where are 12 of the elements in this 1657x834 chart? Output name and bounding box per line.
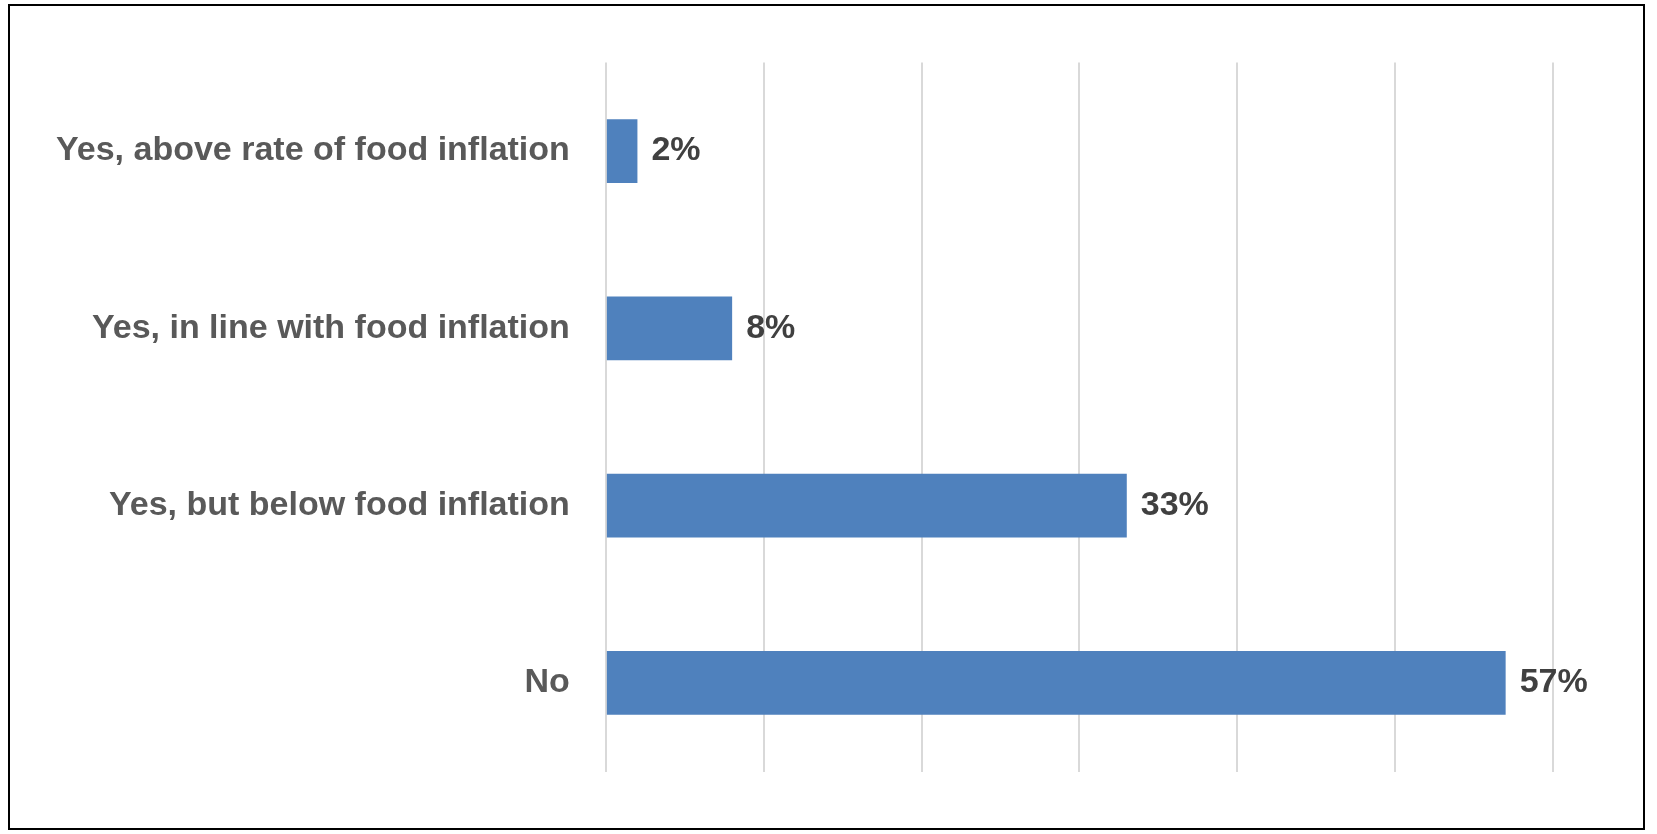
y-tick-label: Yes, above rate of food inflation <box>55 129 570 168</box>
y-tick-label: No <box>524 661 570 700</box>
bar <box>606 473 1127 538</box>
bar <box>606 651 1506 715</box>
data-label: 57% <box>1519 661 1588 700</box>
bar <box>606 296 733 361</box>
data-label: 2% <box>651 129 701 168</box>
bar <box>606 119 638 183</box>
y-tick-label: Yes, but below food inflation <box>108 484 570 523</box>
data-label: 8% <box>746 306 796 345</box>
data-label: 33% <box>1140 484 1209 523</box>
y-tick-label: Yes, in line with food inflation <box>91 306 570 345</box>
